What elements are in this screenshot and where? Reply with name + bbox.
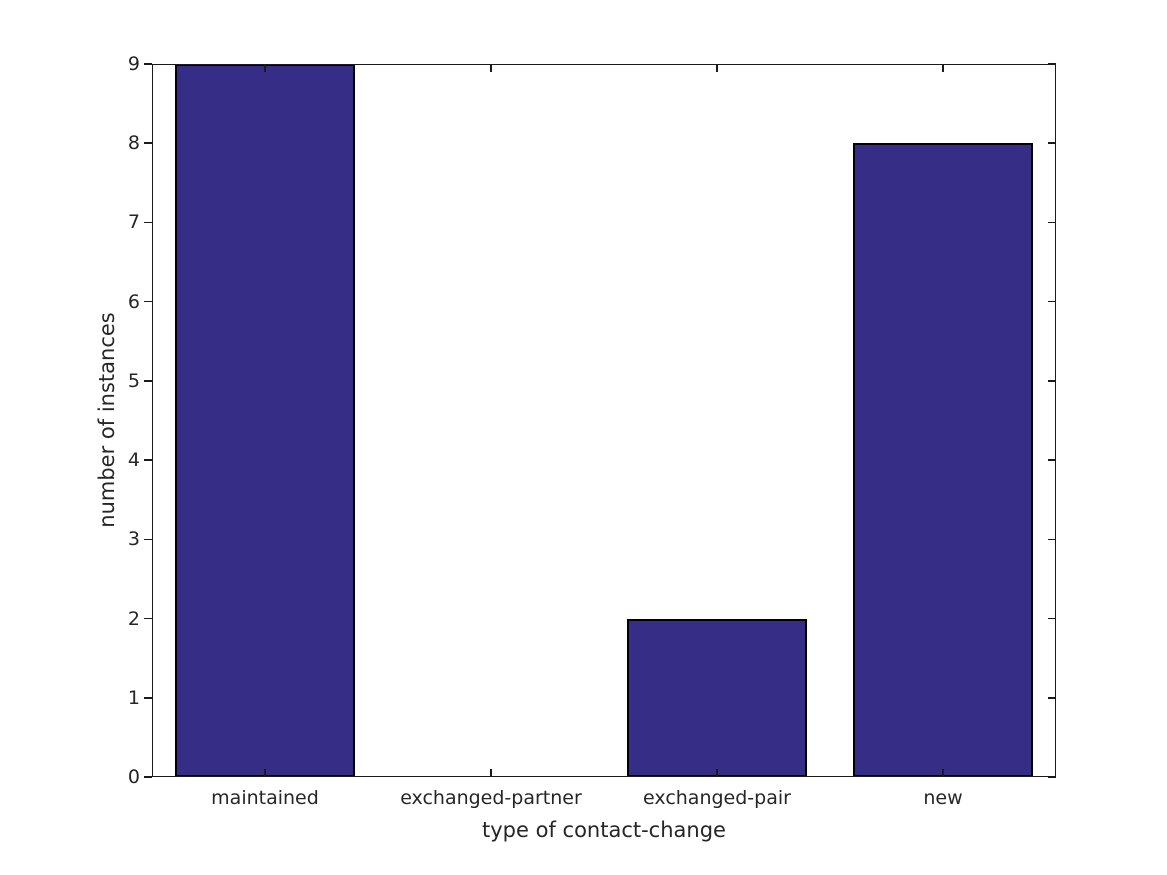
y-tick-label-1: 1: [127, 686, 140, 709]
y-tick-right: [1048, 63, 1056, 65]
x-tick-label-exchanged-pair: exchanged-pair: [643, 787, 791, 809]
x-tick-top: [490, 64, 492, 72]
y-tick-left: [144, 617, 152, 620]
x-tick-label-maintained: maintained: [211, 787, 319, 809]
bar-maintained: [175, 64, 355, 777]
y-tick-left: [144, 300, 152, 303]
y-axis-title: number of instances: [95, 312, 119, 528]
y-tick-label-9: 9: [127, 53, 140, 75]
y-tick-left: [144, 459, 152, 461]
x-axis-title: type of contact-change: [482, 818, 726, 842]
y-tick-left: [144, 538, 152, 541]
y-tick-label-4: 4: [127, 449, 140, 472]
y-tick-right: [1048, 776, 1056, 778]
y-tick-left: [144, 63, 152, 65]
y-tick-right: [1048, 617, 1056, 620]
x-tick-bottom: [264, 769, 266, 777]
y-tick-label-0: 0: [127, 766, 140, 788]
y-tick-right: [1048, 697, 1056, 699]
y-tick-left: [144, 221, 152, 224]
y-tick-right: [1048, 300, 1056, 303]
y-tick-right: [1048, 380, 1056, 382]
y-tick-label-8: 8: [127, 132, 140, 155]
y-tick-right: [1048, 538, 1056, 541]
y-tick-left: [144, 142, 152, 144]
bar-exchanged-pair: [627, 618, 807, 777]
y-tick-label-3: 3: [127, 528, 140, 551]
y-tick-label-7: 7: [127, 211, 140, 234]
y-tick-label-6: 6: [127, 290, 140, 313]
y-tick-right: [1048, 221, 1056, 224]
y-tick-left: [144, 380, 152, 382]
x-tick-bottom: [490, 769, 492, 777]
y-tick-label-2: 2: [127, 607, 140, 630]
x-tick-top: [942, 64, 944, 72]
y-tick-label-5: 5: [127, 369, 140, 392]
x-tick-top: [264, 64, 266, 72]
x-tick-bottom: [716, 769, 718, 777]
x-tick-bottom: [942, 769, 944, 777]
bar-new: [853, 143, 1033, 777]
y-tick-right: [1048, 459, 1056, 461]
y-tick-left: [144, 697, 152, 699]
y-tick-left: [144, 776, 152, 778]
x-tick-top: [716, 64, 718, 72]
y-tick-right: [1048, 142, 1056, 144]
x-tick-label-exchanged-partner: exchanged-partner: [400, 787, 582, 809]
x-tick-label-new: new: [923, 787, 963, 809]
